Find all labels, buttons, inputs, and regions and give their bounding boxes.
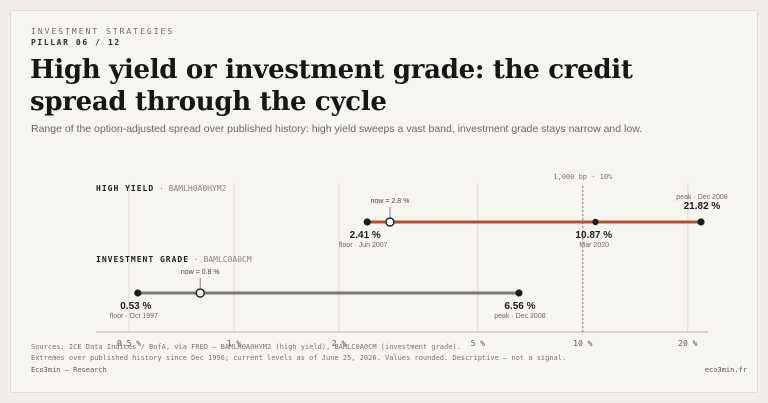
hy-now-point <box>385 217 395 227</box>
x-tick-label-3: 5 % <box>471 339 486 348</box>
hy-now-label: now = 2.8 % <box>371 198 410 205</box>
hy-min-value: 2.41 % <box>350 230 381 241</box>
ig-series-label: INVESTMENT GRADE · BAMLC0A0CM <box>96 255 252 264</box>
site-label: eco3min.fr <box>704 366 747 374</box>
x-tick-label-0: 0.5 % <box>117 339 141 348</box>
hy-series-label: HIGH YIELD · BAMLH0A0HYM2 <box>96 184 227 193</box>
brand-label: Eco3min — Research <box>31 366 107 374</box>
hy-min-note: floor · Jun 2007 <box>339 242 388 249</box>
ig-now-point <box>195 288 205 298</box>
section-kicker: INVESTMENT STRATEGIES <box>31 27 175 36</box>
ig-min-point <box>134 289 142 297</box>
ig-max-value: 6.56 % <box>504 301 535 312</box>
x-tick-label-4: 10 % <box>573 339 592 348</box>
hy-marker-point <box>592 218 599 226</box>
sources-line: Sources: ICE Data Indices / BofA, via FR… <box>31 343 461 351</box>
ig-max-note: peak · Dec 2008 <box>494 313 545 320</box>
notes-line: Extremes over published history since De… <box>31 353 567 362</box>
x-tick-label-5: 20 % <box>678 339 697 348</box>
ig-max-point <box>515 289 523 297</box>
reference-line-label: 1,000 bp · 10% <box>553 173 613 181</box>
hy-marker-note: Mar 2020 <box>579 242 609 249</box>
hy-max-value: 21.82 % <box>684 201 721 212</box>
x-tick-label-2: 2 % <box>332 339 347 348</box>
ig-min-value: 0.53 % <box>120 301 151 312</box>
ig-min-note: floor · Oct 1997 <box>110 313 158 320</box>
hy-marker-value: 10.87 % <box>575 230 612 241</box>
x-tick-label-1: 1 % <box>227 339 242 348</box>
hy-min-point <box>363 218 371 226</box>
source-note: Sources: ICE Data Indices / BofA, via FR… <box>31 342 731 363</box>
chart-card <box>10 10 758 393</box>
pillar-label: PILLAR 06 / 12 <box>31 38 121 47</box>
hy-max-point <box>697 218 705 226</box>
ig-now-label: now = 0.8 % <box>181 269 220 276</box>
hy-max-note: peak · Dec 2008 <box>676 194 727 201</box>
chart-subtitle: Range of the option-adjusted spread over… <box>31 123 643 135</box>
chart-title: High yield or investment grade: the cred… <box>30 55 633 117</box>
